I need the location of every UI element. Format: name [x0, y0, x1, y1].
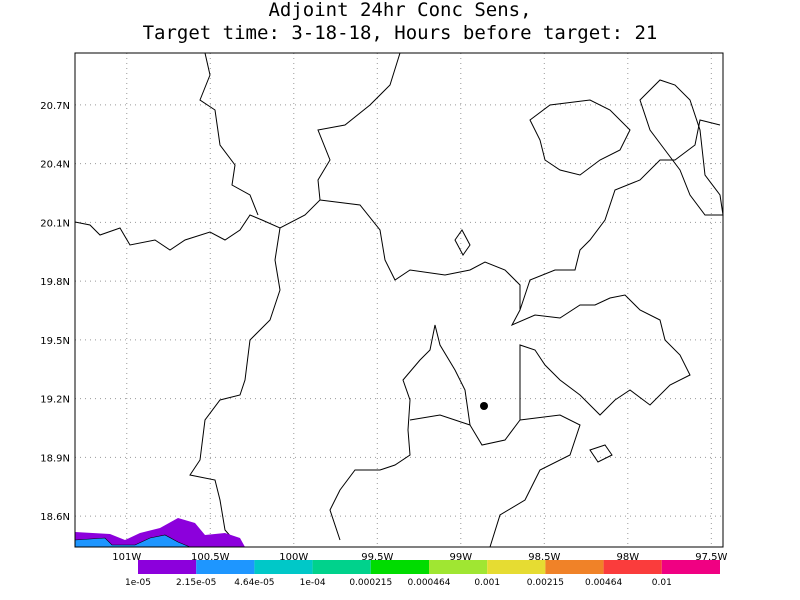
plot-frame — [74, 52, 724, 548]
colorbar-label: 0.000464 — [408, 578, 451, 588]
colorbar-label: 0.00215 — [527, 578, 564, 588]
y-tick-label: 20.1N — [40, 218, 70, 229]
y-tick-label: 18.6N — [40, 512, 70, 523]
colorbar-box — [603, 560, 662, 574]
target-marker — [480, 402, 488, 410]
y-tick-label: 19.8N — [40, 277, 70, 288]
x-tick-label: 101W — [112, 552, 141, 563]
y-tick-label: 19.2N — [40, 395, 70, 406]
x-tick-label: 97.5W — [695, 552, 727, 563]
colorbar-box — [138, 560, 197, 574]
colorbar-box — [370, 560, 429, 574]
colorbar-label: 1e-04 — [300, 578, 326, 588]
colorbar-box — [487, 560, 546, 574]
colorbar-label: 4.64e-05 — [234, 578, 274, 588]
grid — [75, 53, 723, 547]
y-tick-label: 20.4N — [40, 160, 70, 171]
x-tick-label: 100W — [279, 552, 308, 563]
colorbar-label: 0.001 — [474, 578, 500, 588]
x-tick-label: 99.5W — [361, 552, 393, 563]
x-tick-label: 100.5W — [191, 552, 230, 563]
x-tick-label: 98W — [616, 552, 639, 563]
colorbar-box — [661, 560, 720, 574]
subtitle: Target time: 3-18-18, Hours before targe… — [143, 22, 658, 44]
boundaries — [74, 52, 724, 548]
colorbar-box — [196, 560, 255, 574]
colorbar: 1e-05 2.15e-05 4.64e-05 1e-04 0.000215 0.0004… — [125, 560, 720, 588]
colorbar-label: 0.00464 — [585, 578, 622, 588]
colorbar-label: 0.01 — [652, 578, 672, 588]
title: Adjoint 24hr Conc Sens, — [268, 0, 531, 21]
colorbar-label: 1e-05 — [125, 578, 151, 588]
colorbar-box — [312, 560, 371, 574]
colorbar-box — [545, 560, 604, 574]
colorbar-box — [254, 560, 313, 574]
x-tick-label: 98.5W — [528, 552, 560, 563]
x-tick-label: 99W — [449, 552, 472, 563]
colorbar-label: 0.000215 — [349, 578, 392, 588]
colorbar-box — [429, 560, 488, 574]
y-tick-label: 18.9N — [40, 453, 70, 464]
y-tick-label: 20.7N — [40, 101, 70, 112]
y-tick-label: 19.5N — [40, 336, 70, 347]
colorbar-label: 2.15e-05 — [176, 578, 216, 588]
sensitivity-field — [74, 518, 245, 548]
